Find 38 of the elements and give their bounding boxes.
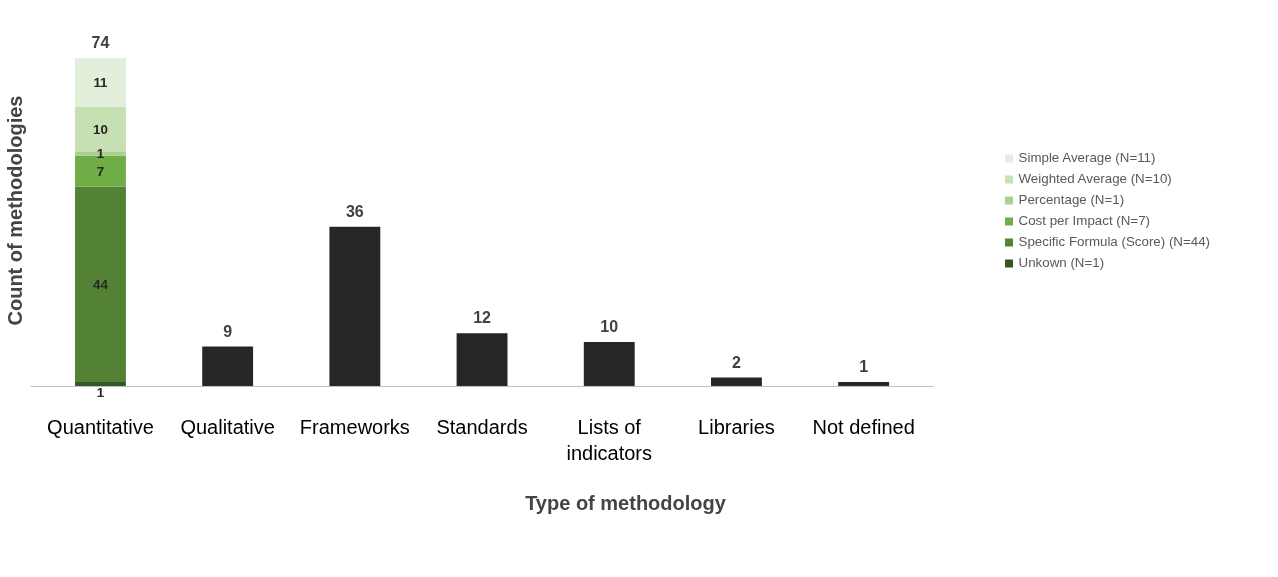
bar xyxy=(75,151,126,156)
total-label: 12 xyxy=(473,309,492,327)
data-label: 11 xyxy=(93,75,109,91)
bar xyxy=(838,382,890,387)
x-tick-label: Quantitative xyxy=(47,415,154,438)
legend-label: Percentage (N=1) xyxy=(1018,192,1125,207)
total-label: 74 xyxy=(91,34,110,52)
data-label: 7 xyxy=(96,163,105,179)
legend-label: Weighted Average (N=10) xyxy=(1018,171,1172,186)
legend-label: Unkown (N=1) xyxy=(1018,255,1105,270)
total-label: 9 xyxy=(223,322,233,340)
bar xyxy=(711,377,762,387)
data-label: 44 xyxy=(93,276,109,292)
bar xyxy=(75,382,126,387)
total-label: 10 xyxy=(600,318,619,336)
data-label: 1 xyxy=(96,146,105,162)
x-axis-title: Type of methodology xyxy=(525,491,727,514)
legend-label: Specific Formula (Score) (N=44) xyxy=(1018,234,1210,249)
x-tick-label: Standards xyxy=(436,415,528,438)
y-axis-title: Count of methodologies xyxy=(3,95,26,326)
x-tick-label: Libraries xyxy=(698,415,775,438)
total-label: 1 xyxy=(859,358,869,376)
x-tick-label: Lists of indicators xyxy=(566,415,653,464)
data-label: 1 xyxy=(96,385,105,401)
bar xyxy=(583,342,635,387)
total-label: 36 xyxy=(345,202,364,220)
legend-label: Simple Average (N=11) xyxy=(1018,150,1156,165)
data-label: 10 xyxy=(93,121,108,137)
bar xyxy=(202,346,254,387)
x-tick-label: Qualitative xyxy=(180,415,275,438)
bar xyxy=(329,226,381,387)
bar xyxy=(75,58,126,107)
legend-label: Cost per Impact (N=7) xyxy=(1018,213,1151,228)
x-tick-label: Frameworks xyxy=(299,415,410,438)
bar xyxy=(456,333,508,387)
x-tick-label: Not defined xyxy=(812,415,915,438)
bar xyxy=(75,186,126,383)
total-label: 2 xyxy=(731,353,741,371)
